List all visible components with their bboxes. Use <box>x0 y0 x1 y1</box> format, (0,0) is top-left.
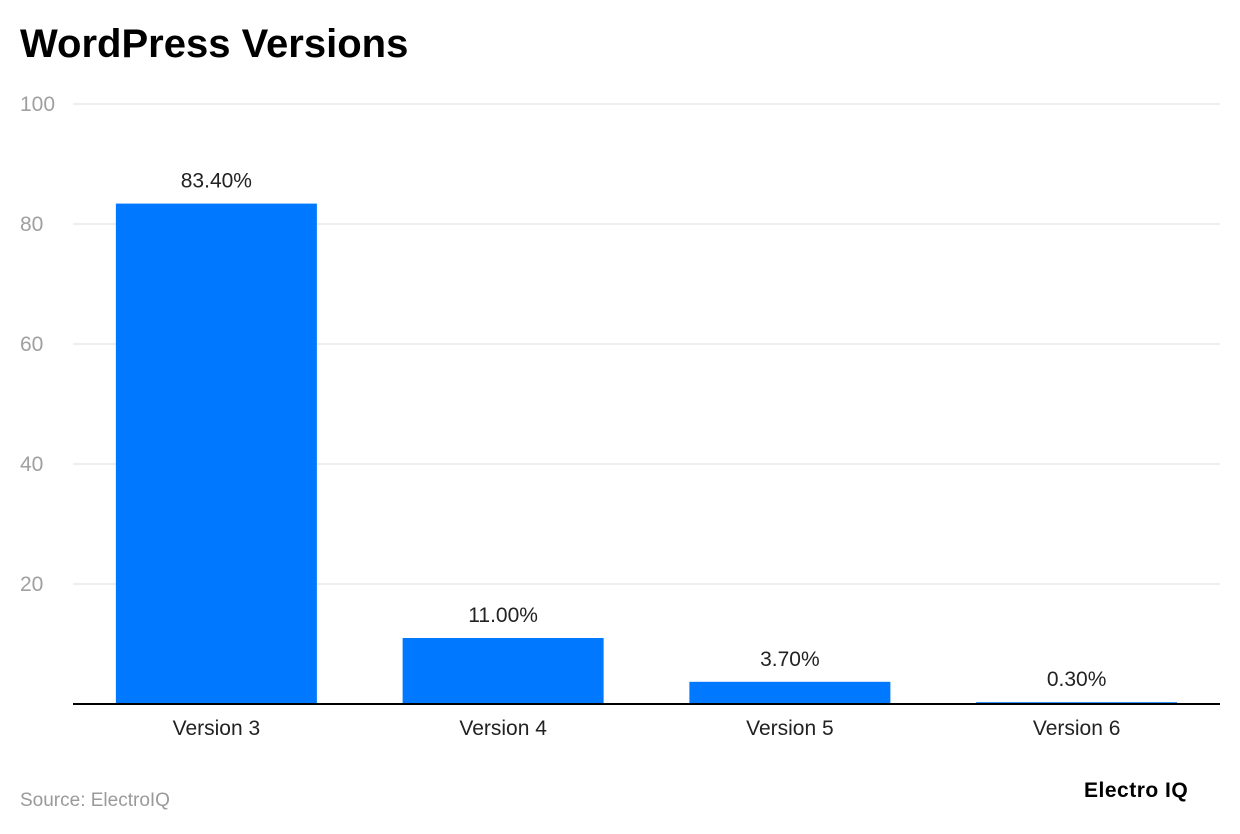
category-label: Version 3 <box>173 717 261 740</box>
data-label: 3.70% <box>760 648 820 671</box>
brand-logo: Electro IQ <box>1084 779 1189 802</box>
y-tick-label: 80 <box>20 213 43 236</box>
chart-title: WordPress Versions <box>20 22 409 66</box>
bar-version-3 <box>115 203 317 704</box>
x-axis-category-labels: Version 3 Version 4 Version 5 Version 6 <box>173 717 1121 740</box>
data-label: 83.40% <box>181 170 252 193</box>
y-tick-label: 60 <box>20 333 43 356</box>
data-label: 11.00% <box>468 604 538 627</box>
bars <box>115 203 1178 704</box>
category-label: Version 5 <box>746 717 834 740</box>
data-labels: 83.40% 11.00% 3.70% 0.30% <box>181 170 1107 692</box>
data-label: 0.30% <box>1047 668 1107 691</box>
bar-version-5 <box>689 681 891 704</box>
y-tick-label: 20 <box>20 573 43 596</box>
y-tick-label: 40 <box>20 453 43 476</box>
bar-version-4 <box>402 638 604 704</box>
y-axis-tick-labels: 20 40 60 80 100 <box>20 93 55 596</box>
source-note: Source: ElectroIQ <box>20 790 170 811</box>
y-tick-label: 100 <box>20 93 55 116</box>
category-label: Version 6 <box>1033 717 1121 740</box>
category-label: Version 4 <box>459 717 547 740</box>
